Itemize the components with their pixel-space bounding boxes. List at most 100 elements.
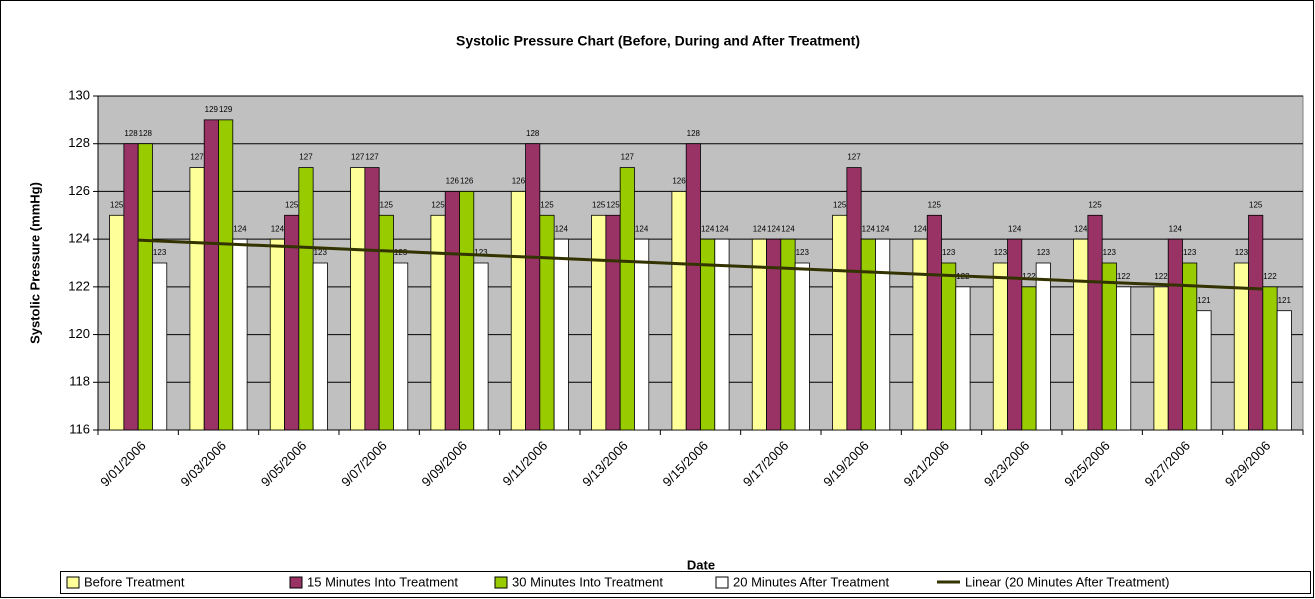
bar xyxy=(1248,214,1264,431)
legend-label: 30 Minutes Into Treatment xyxy=(512,574,663,589)
data-label: 124 xyxy=(271,224,285,233)
data-label: 124 xyxy=(715,224,729,233)
bar xyxy=(1153,286,1169,431)
bar xyxy=(218,119,234,431)
data-label: 123 xyxy=(796,248,810,257)
bar xyxy=(846,167,862,431)
data-label: 125 xyxy=(380,200,394,209)
data-label: 123 xyxy=(474,248,488,257)
bar xyxy=(510,191,526,431)
data-label: 124 xyxy=(781,224,795,233)
data-label: 123 xyxy=(942,248,956,257)
y-tick-label: 128 xyxy=(68,135,90,150)
bar xyxy=(794,262,810,431)
data-label: 123 xyxy=(1183,248,1197,257)
bar xyxy=(378,214,394,431)
legend-box xyxy=(60,571,1311,594)
legend-swatch xyxy=(715,576,729,589)
data-label: 125 xyxy=(110,200,124,209)
data-label: 124 xyxy=(913,224,927,233)
data-label: 125 xyxy=(592,200,606,209)
bar xyxy=(1101,262,1117,431)
legend-swatch xyxy=(66,576,80,589)
bar xyxy=(393,262,409,431)
bar xyxy=(1021,286,1037,431)
bar xyxy=(634,238,650,431)
data-label: 125 xyxy=(285,200,299,209)
data-label: 122 xyxy=(1117,272,1131,281)
data-label: 125 xyxy=(431,200,445,209)
bar xyxy=(860,238,876,431)
bar xyxy=(152,262,168,431)
bar xyxy=(1007,238,1023,431)
data-label: 124 xyxy=(555,224,569,233)
data-label: 124 xyxy=(233,224,247,233)
data-label: 126 xyxy=(446,177,460,186)
data-label: 127 xyxy=(621,153,635,162)
trendline xyxy=(138,238,1263,291)
data-label: 122 xyxy=(1022,272,1036,281)
bar xyxy=(926,214,942,431)
bar xyxy=(298,167,314,431)
data-label: 124 xyxy=(876,224,890,233)
bar xyxy=(1182,262,1198,431)
bar xyxy=(269,238,285,431)
bar xyxy=(459,191,475,431)
legend-label: 15 Minutes Into Treatment xyxy=(307,574,458,589)
data-label: 129 xyxy=(219,105,233,114)
bar xyxy=(137,143,153,431)
bar xyxy=(473,262,489,431)
bar xyxy=(605,214,621,431)
y-tick-label: 118 xyxy=(69,374,90,389)
bar xyxy=(875,238,891,431)
data-label: 129 xyxy=(205,105,219,114)
bar xyxy=(955,286,971,431)
data-label: 124 xyxy=(1008,224,1022,233)
y-tick-label: 116 xyxy=(69,421,90,436)
data-label: 127 xyxy=(847,153,861,162)
y-tick-label: 124 xyxy=(68,231,90,246)
bar xyxy=(109,214,125,431)
legend-label: Linear (20 Minutes After Treatment) xyxy=(965,574,1169,589)
bar xyxy=(123,143,139,431)
legend-label: 20 Minutes After Treatment xyxy=(733,574,889,589)
data-label: 125 xyxy=(606,200,620,209)
data-label: 122 xyxy=(1263,272,1277,281)
bar xyxy=(1116,286,1132,431)
chart-title: Systolic Pressure Chart (Before, During … xyxy=(456,33,860,49)
data-label: 127 xyxy=(351,153,365,162)
data-label: 121 xyxy=(1197,296,1211,305)
legend-label: Before Treatment xyxy=(84,574,185,589)
bar xyxy=(1035,262,1051,431)
data-label: 126 xyxy=(672,177,686,186)
data-label: 127 xyxy=(365,153,379,162)
bar xyxy=(1073,238,1089,431)
y-tick-label: 120 xyxy=(68,326,90,341)
data-label: 123 xyxy=(994,248,1008,257)
data-label: 125 xyxy=(1088,200,1102,209)
data-label: 128 xyxy=(526,129,540,138)
data-label: 123 xyxy=(1235,248,1249,257)
data-label: 124 xyxy=(635,224,649,233)
bar xyxy=(1196,310,1212,431)
bar xyxy=(619,167,635,431)
data-label: 125 xyxy=(540,200,554,209)
data-label: 128 xyxy=(124,129,138,138)
bar xyxy=(189,167,205,431)
data-label: 128 xyxy=(139,129,153,138)
bar xyxy=(671,191,687,431)
bar xyxy=(1276,310,1292,431)
data-label: 127 xyxy=(299,153,313,162)
data-label: 124 xyxy=(753,224,767,233)
y-axis-label: Systolic Pressure (mmHg) xyxy=(27,182,42,344)
data-label: 125 xyxy=(1249,200,1263,209)
bar xyxy=(700,238,716,431)
bar xyxy=(941,262,957,431)
data-label: 123 xyxy=(1103,248,1117,257)
bar xyxy=(1087,214,1103,431)
bar xyxy=(685,143,701,431)
data-label: 124 xyxy=(862,224,876,233)
data-label: 123 xyxy=(314,248,328,257)
bar xyxy=(364,167,380,431)
y-tick-label: 122 xyxy=(68,278,90,293)
